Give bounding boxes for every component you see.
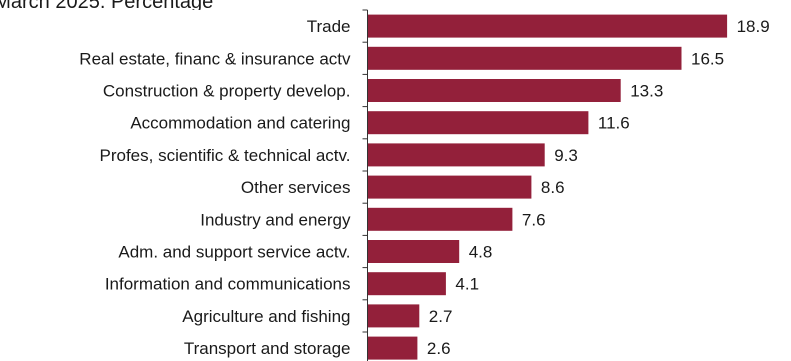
value-label: 13.3 xyxy=(630,82,663,101)
bar xyxy=(368,79,621,102)
bar xyxy=(368,175,532,199)
value-label: 8.6 xyxy=(541,178,565,197)
bar xyxy=(368,336,418,360)
category-label: Accommodation and catering xyxy=(130,114,350,133)
category-label: Transport and storage xyxy=(184,339,351,358)
value-label: 16.5 xyxy=(691,49,724,68)
bar xyxy=(368,46,682,70)
value-label: 4.8 xyxy=(469,243,493,262)
bar xyxy=(368,272,446,296)
category-label: Information and communications xyxy=(105,275,351,294)
bar xyxy=(368,143,545,167)
chart-title: ... March 2025. Percentage xyxy=(0,0,213,13)
y-axis-ticks xyxy=(362,9,368,333)
bar xyxy=(368,207,513,231)
category-label: Trade xyxy=(307,17,351,36)
value-labels: 18.9 16.5 13.311.6 9.3 8.6 7.6 4.8 4.12.7 2.6 xyxy=(427,17,770,358)
value-label: 7.6 xyxy=(522,210,546,229)
bars-group xyxy=(368,14,728,360)
bar xyxy=(368,240,460,263)
value-label: 9.3 xyxy=(554,146,578,165)
value-label: 11.6 xyxy=(598,114,630,133)
bar xyxy=(368,304,420,328)
bar xyxy=(368,14,728,38)
category-label: Construction & property develop. xyxy=(103,82,351,101)
value-label: 18.9 xyxy=(737,17,770,36)
value-label: 2.7 xyxy=(429,307,453,326)
value-label: 4.1 xyxy=(455,275,479,294)
category-label: Profes, scientific & technical actv. xyxy=(99,146,350,165)
category-label: Real estate, financ & insurance actv xyxy=(79,49,351,68)
category-label: Agriculture and fishing xyxy=(182,307,350,326)
value-label: 2.6 xyxy=(427,339,451,358)
category-label: Other services xyxy=(241,178,351,197)
category-label: Industry and energy xyxy=(200,210,351,229)
category-labels: Trade Real estate, financ & insurance act… xyxy=(79,17,351,358)
bar xyxy=(368,111,589,135)
category-label: Adm. and support service actv. xyxy=(118,243,350,262)
